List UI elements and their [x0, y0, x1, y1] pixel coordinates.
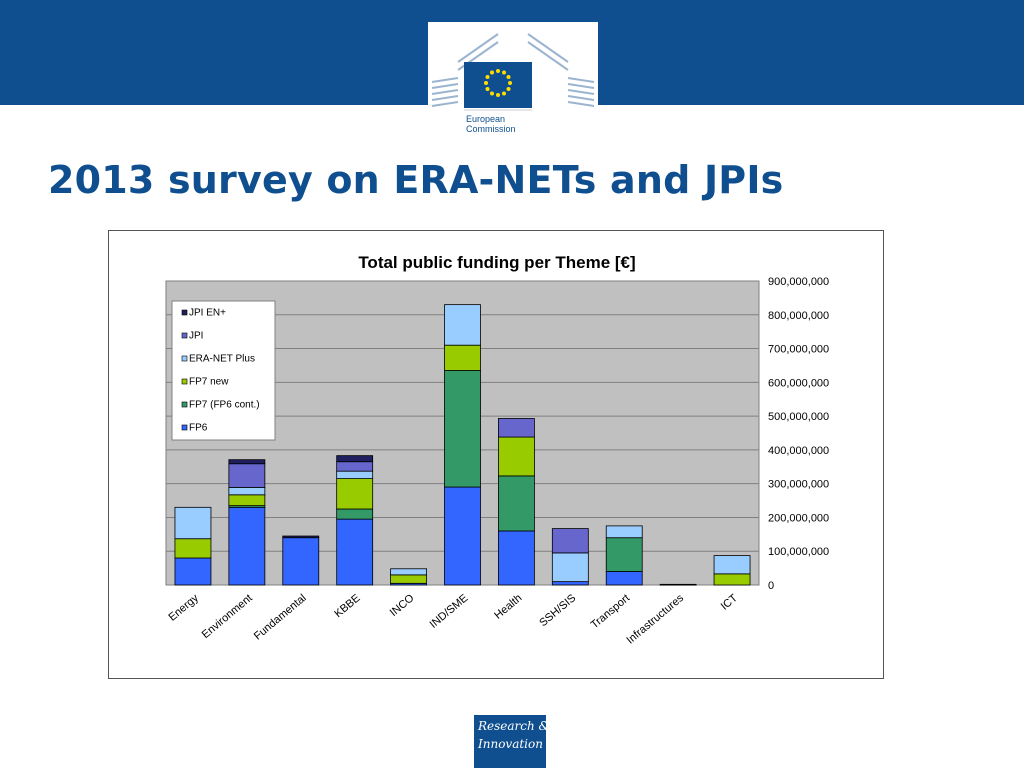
- bar-segment: [498, 530, 535, 586]
- bar-segment: [605, 525, 643, 539]
- y-tick-label: 200,000,000: [768, 512, 829, 524]
- bar-segment: [390, 574, 427, 584]
- ri-logo-line1: Research &: [478, 719, 550, 733]
- category-label: Energy: [166, 592, 201, 624]
- bar-segment: [444, 370, 481, 488]
- legend-swatch: [181, 378, 188, 385]
- category-label: SSH/SIS: [537, 592, 578, 629]
- bar-segment: [444, 344, 481, 371]
- bar-segment: [498, 418, 535, 438]
- logo-text-european: European: [466, 114, 505, 124]
- bar-segment: [551, 552, 589, 583]
- stacked-bar-chart: Total public funding per Theme [€] 0 100,…: [165, 253, 829, 647]
- legend-label: FP7 new: [189, 377, 229, 388]
- y-tick-label: 500,000,000: [768, 411, 829, 423]
- legend-label: FP6: [189, 423, 208, 434]
- berlaymont-building-icon: [431, 33, 595, 107]
- bar-segment: [174, 506, 212, 540]
- category-label: Fundamental: [252, 592, 309, 642]
- bar-segment: [282, 537, 320, 586]
- bar-segment: [551, 581, 589, 586]
- bars: [174, 304, 751, 586]
- bar-segment: [605, 571, 643, 586]
- bar-segment: [713, 555, 751, 575]
- european-commission-logo: European Commission: [428, 22, 598, 144]
- category-label: Infrastructures: [624, 592, 686, 647]
- bar-segment: [336, 455, 374, 463]
- bar-segment: [336, 470, 374, 479]
- eu-stars-icon: [484, 69, 512, 97]
- y-tick-label: 400,000,000: [768, 445, 829, 457]
- y-tick-label: 900,000,000: [768, 276, 829, 288]
- research-innovation-logo: Research & Innovation: [474, 715, 550, 768]
- bar-segment: [336, 508, 374, 520]
- bar-segment: [228, 506, 266, 586]
- category-label: INCO: [388, 592, 417, 619]
- y-axis-ticks: 0 100,000,000 200,000,000 300,000,000 400,00…: [768, 276, 829, 592]
- legend-label: ERA-NET Plus: [189, 354, 255, 365]
- chart-frame: Total public funding per Theme [€] 0 100,…: [108, 230, 884, 679]
- y-tick-label: 0: [768, 580, 774, 592]
- slide-title: 2013 survey on ERA-NETs and JPIs: [48, 158, 784, 202]
- legend-swatch: [181, 401, 188, 408]
- bar-segment: [336, 478, 374, 510]
- legend-swatch: [181, 355, 188, 362]
- legend-box: [171, 300, 276, 441]
- bar-segment: [174, 538, 212, 559]
- bar-segment: [228, 494, 266, 507]
- bar-segment: [713, 573, 751, 586]
- bar-segment: [605, 537, 643, 572]
- category-label: Environment: [200, 592, 255, 641]
- legend-swatch: [181, 309, 188, 316]
- bar-segment: [336, 461, 374, 472]
- y-tick-label: 600,000,000: [768, 377, 829, 389]
- category-label: KBBE: [332, 592, 362, 620]
- legend-swatch: [181, 332, 188, 339]
- bar-segment: [174, 557, 212, 586]
- category-label: Transport: [589, 592, 632, 631]
- y-tick-label: 800,000,000: [768, 310, 829, 322]
- bar-segment: [551, 528, 589, 554]
- bar-segment: [498, 436, 535, 477]
- eu-flag-icon: [464, 62, 532, 108]
- legend: JPI EN+ JPI ERA-NET Plus FP7 new FP7 (FP6 co…: [171, 300, 276, 441]
- legend-swatch: [181, 424, 188, 431]
- chart-title: Total public funding per Theme [€]: [358, 253, 635, 272]
- bar-segment: [659, 583, 697, 586]
- category-label: IND/SME: [428, 592, 471, 631]
- category-label: Health: [492, 592, 524, 622]
- category-label: ICT: [719, 592, 741, 613]
- bar-segment: [444, 486, 481, 586]
- bar-segment: [228, 463, 266, 488]
- ri-logo-line2: Innovation: [478, 737, 543, 751]
- bar-segment: [336, 518, 374, 586]
- y-tick-label: 300,000,000: [768, 479, 829, 491]
- legend-label: JPI: [189, 331, 203, 342]
- y-tick-label: 100,000,000: [768, 546, 829, 558]
- bar-segment: [228, 486, 266, 496]
- bar-segment: [444, 304, 481, 346]
- bar-segment: [228, 459, 266, 465]
- logo-text-commission: Commission: [466, 124, 516, 134]
- bar-segment: [282, 535, 320, 539]
- legend-label: FP7 (FP6 cont.): [189, 400, 260, 411]
- legend-label: JPI EN+: [189, 308, 226, 319]
- y-tick-label: 700,000,000: [768, 344, 829, 356]
- bar-segment: [390, 568, 427, 576]
- bar-segment: [498, 475, 535, 532]
